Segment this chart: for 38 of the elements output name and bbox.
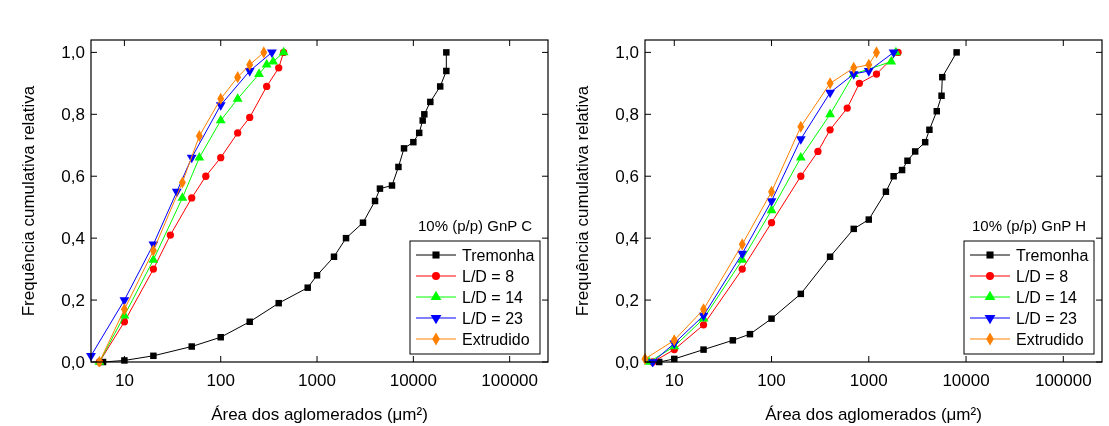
y-tick-label: 0,6 (61, 167, 85, 187)
legend-label: Extrudido (462, 331, 530, 348)
x-tick-label: 100000 (1034, 371, 1092, 390)
legend-label: Tremonha (1016, 247, 1089, 264)
x-tick-label: 100000 (481, 371, 539, 390)
y-tick-label: 1,0 (615, 43, 639, 63)
x-tick-label: 100 (206, 371, 235, 390)
x-tick-label: 10000 (942, 371, 990, 390)
x-axis-title: Área dos aglomerados (μm²) (211, 405, 428, 424)
legend-label: L/D = 8 (462, 268, 515, 285)
legend-label: L/D = 23 (1016, 310, 1078, 327)
y-tick-label: 0,4 (61, 229, 85, 249)
x-axis-title: Área dos aglomerados (μm²) (765, 405, 982, 424)
legend-label: L/D = 8 (1016, 268, 1069, 285)
y-axis-title: Frequência cumulativa relativa (573, 85, 592, 317)
y-tick-label: 0,6 (615, 167, 639, 187)
y-tick-label: 0,2 (615, 291, 639, 311)
x-tick-label: 10000 (389, 371, 437, 390)
y-axis-title: Frequência cumulativa relativa (19, 85, 38, 317)
legend-title: 10% (p/p) GnP C (418, 217, 533, 234)
y-tick-label: 0,0 (61, 353, 85, 372)
x-tick-label: 1000 (298, 371, 336, 390)
y-tick-label: 0,0 (615, 353, 639, 372)
legend-label: L/D = 14 (462, 289, 524, 306)
x-tick-label: 100 (757, 371, 786, 390)
legend-label: Tremonha (462, 247, 535, 264)
x-tick-label: 10 (664, 371, 684, 390)
legend-label: Extrudido (1016, 331, 1084, 348)
y-tick-label: 0,4 (615, 229, 639, 249)
y-tick-label: 0,8 (615, 105, 639, 125)
legend-label: L/D = 14 (1016, 289, 1078, 306)
legend-label: L/D = 23 (462, 310, 524, 327)
y-tick-label: 0,8 (61, 105, 85, 125)
x-tick-label: 10 (114, 371, 134, 390)
y-tick-label: 0,2 (61, 291, 85, 311)
legend-title: 10% (p/p) GnP H (972, 217, 1086, 234)
y-tick-label: 1,0 (61, 43, 85, 63)
x-tick-label: 1000 (849, 371, 888, 390)
